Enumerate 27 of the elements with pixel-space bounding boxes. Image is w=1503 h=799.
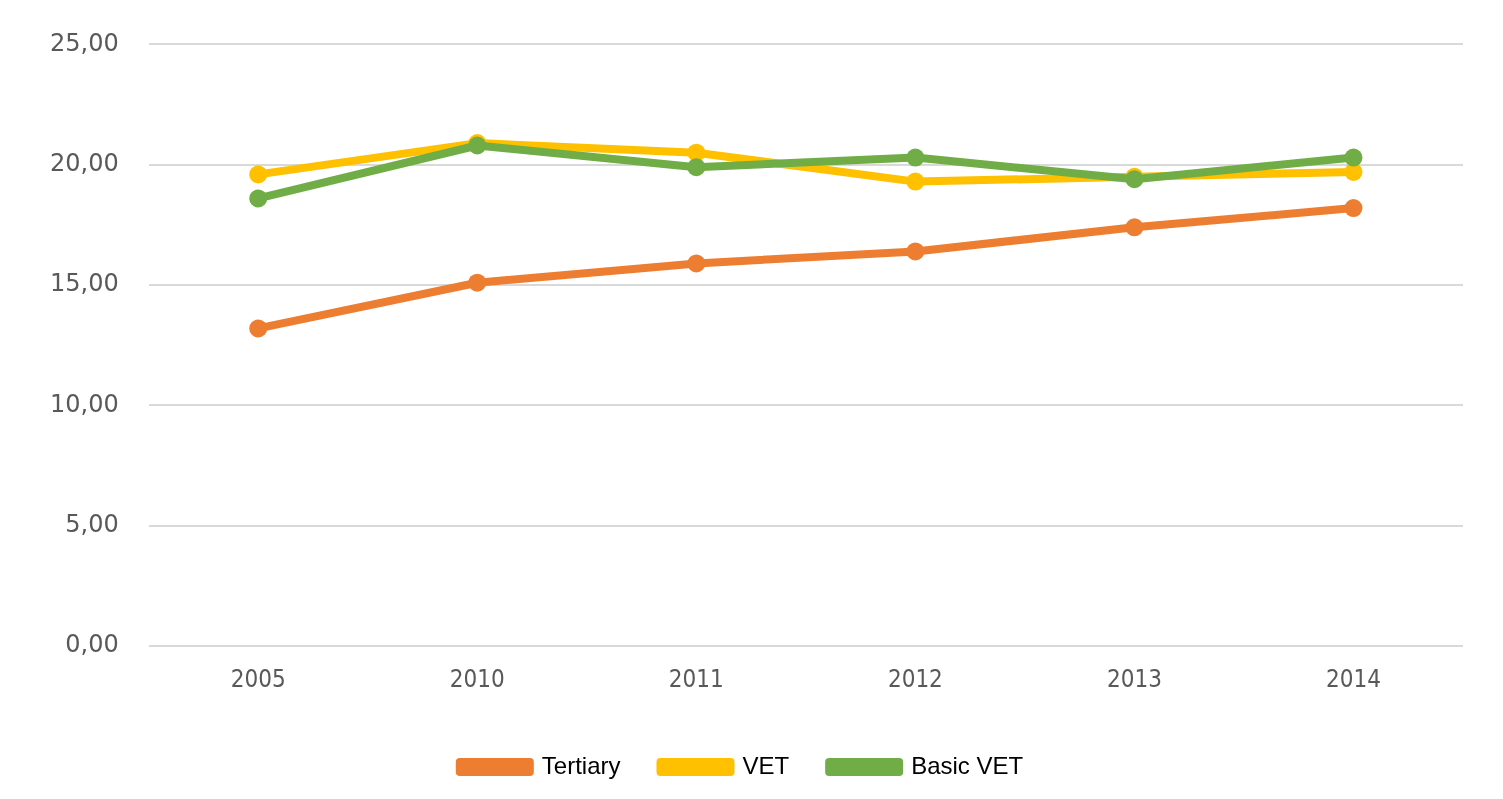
point bbox=[687, 158, 706, 177]
y-tick-label: 15,00 bbox=[49, 269, 119, 298]
x-tick-label: 2005 bbox=[230, 664, 286, 693]
point bbox=[906, 242, 925, 261]
legend-label: Basic VET bbox=[911, 751, 1024, 779]
y-tick-label: 0,00 bbox=[65, 630, 119, 659]
x-tick-label: 2010 bbox=[449, 664, 505, 693]
point bbox=[249, 189, 268, 208]
x-tick-label: 2012 bbox=[887, 664, 943, 693]
legend-label: VET bbox=[742, 751, 790, 779]
point bbox=[249, 319, 268, 338]
point bbox=[1344, 148, 1363, 167]
point bbox=[1125, 218, 1144, 237]
x-tick-label: 2013 bbox=[1106, 664, 1162, 693]
point bbox=[906, 172, 925, 191]
point bbox=[906, 148, 925, 167]
point bbox=[468, 273, 487, 292]
y-tick-label: 10,00 bbox=[49, 389, 119, 418]
point bbox=[1344, 199, 1363, 218]
y-tick-label: 5,00 bbox=[65, 510, 119, 539]
point bbox=[687, 254, 706, 273]
legend-label: Tertiary bbox=[541, 751, 621, 779]
y-tick-label: 20,00 bbox=[49, 148, 119, 177]
x-tick-label: 2011 bbox=[668, 664, 724, 693]
y-tick-label: 25,00 bbox=[49, 28, 119, 57]
point bbox=[249, 165, 268, 184]
x-tick-label: 2014 bbox=[1326, 664, 1381, 693]
